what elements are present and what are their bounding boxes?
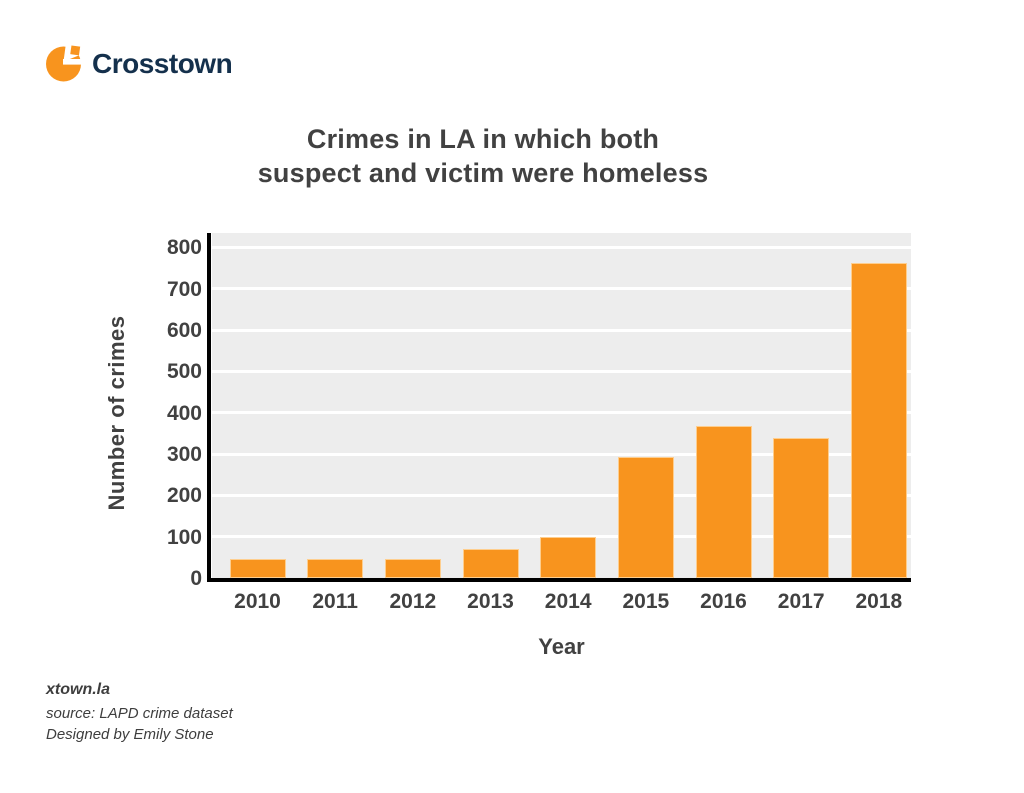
y-axis-title: Number of crimes <box>104 315 129 511</box>
chart-title: Crimes in LA in which both suspect and v… <box>83 122 883 190</box>
gridline-500 <box>212 369 911 373</box>
x-axis-title: Year <box>538 634 585 659</box>
plot-area <box>212 233 911 578</box>
y-tick-0: 0 <box>190 567 202 590</box>
gridline-400 <box>212 411 911 415</box>
footer-credit: Designed by Emily Stone <box>46 726 214 743</box>
bar-2010 <box>229 559 286 578</box>
bar-2017 <box>773 437 830 578</box>
y-tick-800: 800 <box>166 236 202 260</box>
chart-title-line-2: suspect and victim were homeless <box>257 158 709 188</box>
x-tick-2017: 2017 <box>777 590 825 613</box>
brand-logo: Crosstown <box>44 43 344 87</box>
bar-2012 <box>384 558 441 578</box>
bar-2014 <box>540 536 597 578</box>
x-tick-2012: 2012 <box>389 590 437 613</box>
bar-2016 <box>695 425 752 578</box>
y-axis-line <box>207 233 211 582</box>
gridline-600 <box>212 328 911 332</box>
gridline-200 <box>212 493 911 497</box>
footer-source: source: LAPD crime dataset <box>46 705 233 722</box>
bar-2018 <box>850 263 907 578</box>
bar-2011 <box>307 558 364 578</box>
x-tick-2014: 2014 <box>544 590 592 613</box>
gridline-800 <box>212 245 911 249</box>
bar-2013 <box>462 549 519 578</box>
x-tick-2016: 2016 <box>700 590 747 613</box>
brand-name: Crosstown <box>92 48 233 79</box>
y-tick-400: 400 <box>166 401 202 425</box>
footer-site: xtown.la <box>46 681 111 698</box>
x-tick-2015: 2015 <box>622 590 670 613</box>
gridline-300 <box>212 452 911 456</box>
y-tick-600: 600 <box>166 319 202 343</box>
bar-2015 <box>617 457 674 578</box>
chart-title-line-1: Crimes in LA in which both <box>306 124 660 154</box>
footer: xtown.la source: LAPD crime dataset Desi… <box>46 681 233 747</box>
crosstown-pie-logo-icon <box>46 43 85 82</box>
y-tick-100: 100 <box>166 525 202 549</box>
x-tick-2010: 2010 <box>234 590 281 613</box>
y-tick-300: 300 <box>166 443 202 467</box>
x-tick-2018: 2018 <box>855 590 903 613</box>
y-tick-200: 200 <box>166 484 202 508</box>
x-tick-2013: 2013 <box>467 590 514 613</box>
gridline-700 <box>212 287 911 291</box>
y-tick-700: 700 <box>166 277 202 301</box>
x-axis-line <box>207 578 911 582</box>
x-tick-2011: 2011 <box>312 590 358 613</box>
y-tick-500: 500 <box>166 360 202 384</box>
